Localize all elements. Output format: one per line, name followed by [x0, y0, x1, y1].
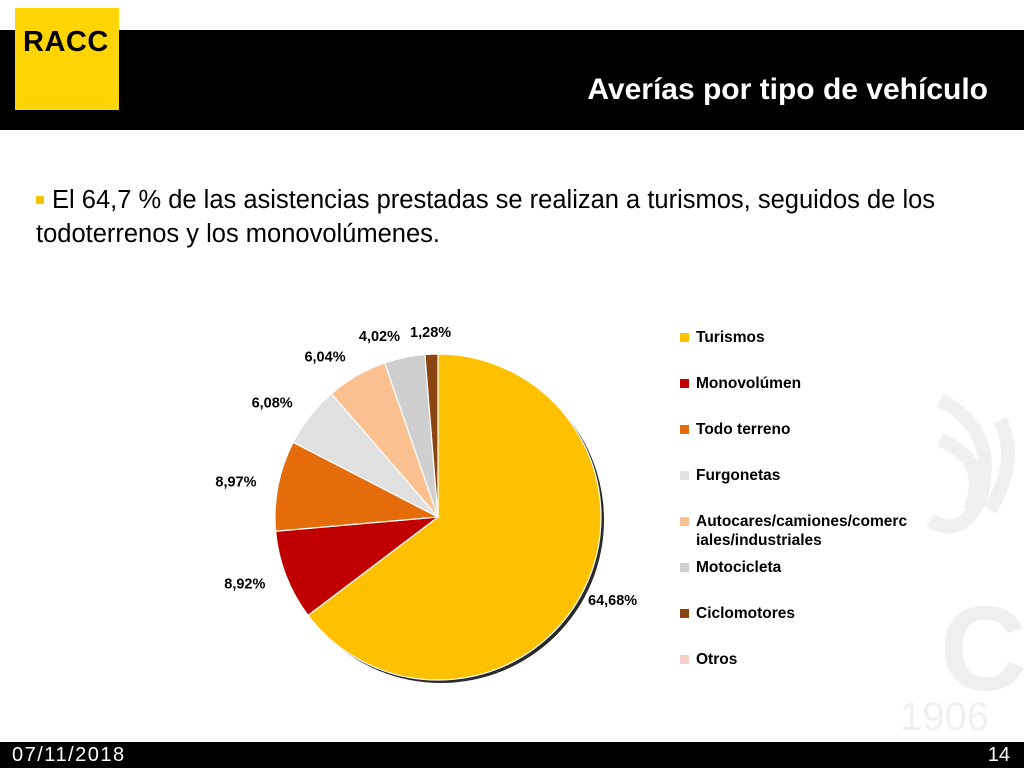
legend-label-4: Autocares/camiones/comerc iales/industri…: [696, 513, 908, 549]
page-number: 14: [987, 744, 1010, 766]
racc-logo: RACC: [15, 8, 119, 110]
racc-watermark: CC 1906: [900, 393, 1024, 739]
page-title: Averías por tipo de vehículo: [587, 73, 988, 106]
legend-label-0: Turismos: [696, 329, 765, 346]
legend-swatch-6: [680, 609, 689, 618]
data-label-0: 64,68%: [588, 593, 637, 609]
data-label-2: 8,97%: [215, 474, 256, 490]
data-label-5: 4,02%: [359, 329, 400, 345]
bullet-paragraph: El 64,7 % de las asistencias prestadas s…: [36, 183, 1006, 251]
header-bar: [0, 30, 1024, 130]
footer-bar: [0, 742, 1024, 768]
pie-chart: 64,68% 8,92% 8,97% 6,08% 6,04% 4,02% 1,28%: [215, 325, 637, 683]
logo-text: RACC: [23, 26, 109, 58]
legend-swatch-4: [680, 517, 689, 526]
legend-swatch-5: [680, 563, 689, 572]
pie-slice-0: [307, 353, 602, 681]
footer-date: 07/11/2018: [12, 744, 126, 766]
watermark-year: 1906: [900, 695, 989, 739]
legend-swatch-2: [680, 425, 689, 434]
legend-swatch-3: [680, 471, 689, 480]
svg-text:CC: CC: [940, 582, 1024, 716]
legend-label-7: Otros: [696, 651, 738, 668]
legend-label-1: Monovolúmen: [696, 375, 802, 392]
legend-label-5: Motocicleta: [696, 559, 782, 576]
legend-swatch-7: [680, 655, 689, 664]
legend-label-6: Ciclomotores: [696, 605, 796, 622]
bullet-text: El 64,7 % de las asistencias prestadas s…: [36, 186, 936, 248]
data-label-6: 1,28%: [410, 325, 451, 341]
data-label-4: 6,04%: [304, 350, 345, 366]
pie-slice-2: [274, 441, 441, 532]
legend-swatch-1: [680, 379, 689, 388]
pie-slice-6: [424, 353, 439, 518]
legend-label-2: Todo terreno: [696, 421, 791, 438]
legend-label-3: Furgonetas: [696, 467, 781, 484]
data-label-3: 6,08%: [252, 396, 293, 412]
data-label-1: 8,92%: [224, 577, 265, 593]
pie-slice-1: [274, 516, 441, 617]
legend-swatch-0: [680, 333, 689, 342]
bullet-icon: [36, 196, 44, 204]
